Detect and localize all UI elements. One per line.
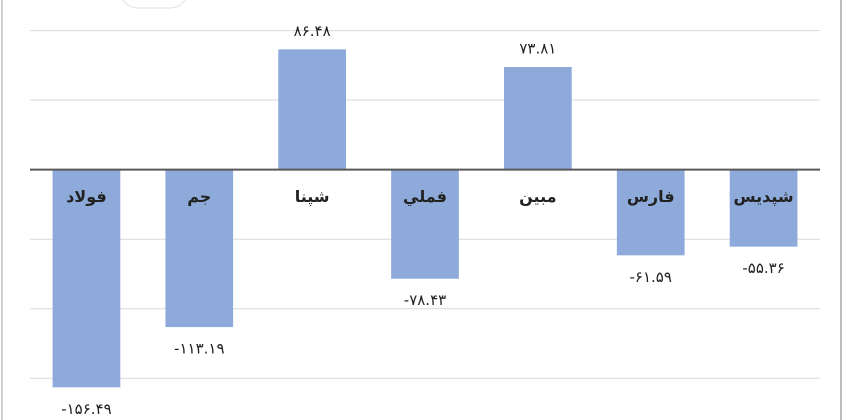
category-label: فولاد xyxy=(66,187,107,206)
plot: -۱۵۶.۴۹ -۱۱۳.۱۹ ۸۶.۴۸ -۷۸.۴۳ ۷۳.۸۱ -۶۱.۵۹ -۵۵.… xyxy=(30,22,820,418)
bar xyxy=(391,169,459,279)
value-label: -۵۵.۳۶ xyxy=(742,259,784,277)
value-label: ۸۶.۴۸ xyxy=(294,22,331,40)
value-label: -۷۸.۴۳ xyxy=(404,291,446,309)
category-label: جم xyxy=(187,187,211,206)
bar xyxy=(504,67,572,170)
overlay-shape xyxy=(122,0,186,9)
value-label: -۱۱۳.۱۹ xyxy=(174,340,224,358)
category-label: فارس xyxy=(627,187,675,206)
category-label: شپنا xyxy=(295,187,330,207)
category-label: مبين xyxy=(519,187,556,206)
bar xyxy=(278,49,346,170)
bar xyxy=(729,169,798,247)
bar xyxy=(616,169,685,256)
value-label: -۶۱.۵۹ xyxy=(630,268,672,286)
bar xyxy=(52,169,121,388)
category-label: شپديس xyxy=(734,187,794,207)
category-label: فملي xyxy=(403,187,447,207)
value-label: -۱۵۶.۴۹ xyxy=(61,400,111,418)
bar xyxy=(165,169,234,328)
value-label: ۷۳.۸۱ xyxy=(519,40,556,58)
